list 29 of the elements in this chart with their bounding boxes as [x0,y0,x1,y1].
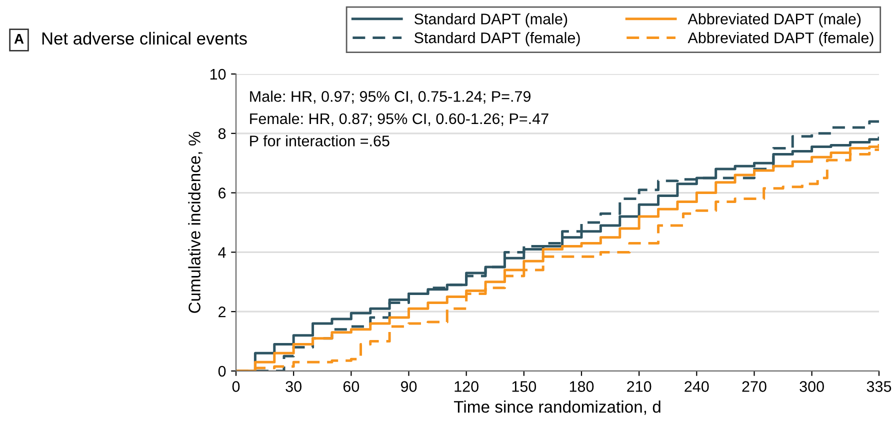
legend-label: Abbreviated DAPT (male) [688,13,861,28]
y-tick-label: 6 [218,188,226,198]
annotation: P for interaction =.65 [250,135,390,146]
annotation: Male: HR, 0.97; 95% CI, 0.75-1.24; P=.79 [250,90,531,104]
y-axis-title: Cumulative incidence, % [188,132,202,313]
x-axis-title: Time since randomization, d [454,400,660,415]
y-tick-label: 0 [218,366,226,377]
annotation: Female: HR, 0.87; 95% CI, 0.60-1.26; P=.47 [250,112,548,126]
x-tick-label: 120 [454,381,478,392]
x-tick-label: 150 [512,381,536,392]
y-tick-label: 8 [218,128,226,140]
x-tick-label: 60 [343,381,360,392]
legend-label: Standard DAPT (male) [414,13,568,28]
x-tick-label: 210 [627,381,652,392]
x-tick-label: 335 [866,381,892,392]
y-tick-label: 4 [218,247,226,258]
x-tick-label: 240 [684,381,709,392]
text: A [14,34,24,44]
x-tick-label: 300 [800,381,824,392]
x-tick-label: 90 [400,381,417,392]
x-tick-label: 30 [286,381,302,392]
x-tick-label: 0 [232,381,240,392]
y-tick-label: 10 [210,68,226,80]
y-tick-label: 2 [218,306,226,318]
chart-title: Net adverse clinical events [42,32,247,45]
legend-label: Standard DAPT (female) [414,32,580,46]
x-tick-label: 180 [570,381,594,392]
x-tick-label: 270 [742,381,766,392]
legend-label: Abbreviated DAPT (female) [688,32,874,46]
